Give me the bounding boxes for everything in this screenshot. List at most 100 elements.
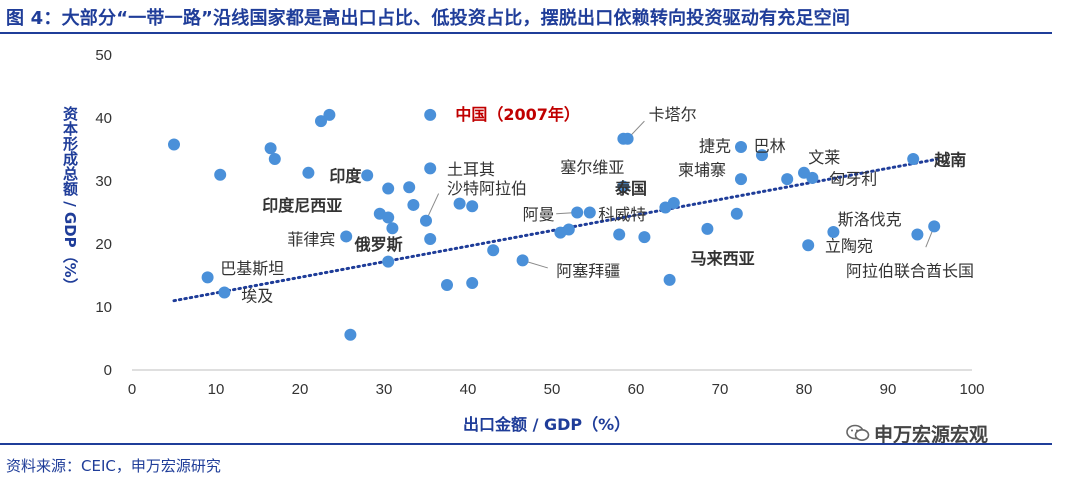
data-point xyxy=(827,226,840,239)
point-label: 柬埔寨 xyxy=(678,161,726,180)
point-label: 立陶宛 xyxy=(825,236,873,255)
data-point xyxy=(424,232,437,245)
point-label: 俄罗斯 xyxy=(354,235,403,254)
point-label: 泰国 xyxy=(614,179,647,198)
wechat-icon xyxy=(846,424,870,441)
x-tick-label: 100 xyxy=(959,381,984,398)
data-point xyxy=(562,223,575,236)
point-label: 菲律宾 xyxy=(287,230,335,249)
source-note: 资料来源：CEIC，申万宏源研究 xyxy=(6,457,221,475)
point-label: 文莱 xyxy=(808,148,840,167)
data-point xyxy=(638,231,651,244)
data-point xyxy=(781,173,794,186)
point-label: 匈牙利 xyxy=(829,169,877,188)
data-point xyxy=(667,197,680,210)
y-tick-label: 20 xyxy=(95,236,112,253)
point-label: 巴基斯坦 xyxy=(220,259,284,278)
point-label: 沙特阿拉伯 xyxy=(447,179,527,198)
y-tick-label: 30 xyxy=(95,173,112,190)
x-tick-label: 60 xyxy=(628,381,645,398)
data-point xyxy=(361,169,374,182)
data-point xyxy=(735,140,747,153)
footer-rule xyxy=(0,443,1052,445)
data-point xyxy=(730,207,743,220)
data-point xyxy=(382,182,395,195)
data-point xyxy=(382,255,395,268)
data-point xyxy=(201,271,214,284)
data-point xyxy=(424,108,437,121)
point-label: 印度 xyxy=(329,166,362,185)
data-point xyxy=(571,206,584,219)
data-point xyxy=(403,181,416,194)
data-point xyxy=(617,180,630,193)
y-tick-label: 10 xyxy=(95,299,112,316)
data-point xyxy=(441,278,453,291)
data-point xyxy=(701,222,714,235)
point-label: 土耳其 xyxy=(447,160,495,179)
point-label: 巴林 xyxy=(754,137,786,156)
y-tick-label: 40 xyxy=(95,110,112,127)
point-label: 科威特 xyxy=(598,205,646,224)
point-label: 斯洛伐克 xyxy=(838,210,902,229)
data-point xyxy=(424,162,437,175)
data-point xyxy=(487,244,500,257)
x-tick-label: 0 xyxy=(128,381,136,398)
data-point xyxy=(214,168,227,181)
data-point xyxy=(928,220,941,233)
data-point xyxy=(613,228,626,241)
data-point xyxy=(302,166,315,179)
data-point xyxy=(806,171,819,184)
point-label: 印度尼西亚 xyxy=(262,196,342,215)
data-point xyxy=(583,206,596,219)
data-point xyxy=(907,152,920,165)
x-tick-label: 30 xyxy=(376,381,393,398)
x-tick-label: 20 xyxy=(292,381,309,398)
watermark-text: 申万宏源宏观 xyxy=(874,424,989,446)
data-point xyxy=(407,198,420,211)
data-point xyxy=(802,239,815,252)
data-point xyxy=(218,286,231,299)
data-point xyxy=(264,142,277,155)
title-rule xyxy=(0,32,1052,34)
data-point xyxy=(453,197,466,210)
x-tick-label: 10 xyxy=(208,381,225,398)
data-point xyxy=(466,200,479,213)
data-point xyxy=(621,132,634,145)
data-point xyxy=(466,277,479,290)
data-point xyxy=(340,230,353,243)
point-label: 中国（2007年） xyxy=(455,105,580,124)
x-tick-label: 50 xyxy=(544,381,561,398)
data-point xyxy=(344,328,357,341)
data-point xyxy=(735,173,747,186)
data-point xyxy=(168,138,180,151)
data-point xyxy=(756,149,768,162)
point-label: 阿拉伯联合酋长国 xyxy=(846,261,974,280)
data-point xyxy=(386,222,399,235)
figure-title: 图 4：大部分“一带一路”沿线国家都是高出口占比、低投资占比，摆脱出口依赖转向投… xyxy=(6,8,851,29)
data-point xyxy=(516,254,529,267)
point-label: 埃及 xyxy=(241,287,273,306)
x-tick-label: 90 xyxy=(880,381,897,398)
data-point xyxy=(268,152,281,165)
x-tick-label: 70 xyxy=(712,381,729,398)
point-label: 马来西亚 xyxy=(691,249,755,268)
point-label: 阿曼 xyxy=(523,205,555,224)
data-point xyxy=(315,115,327,128)
y-tick-label: 0 xyxy=(104,362,112,379)
data-point xyxy=(911,228,924,241)
point-label: 越南 xyxy=(933,151,966,170)
point-label: 卡塔尔 xyxy=(649,105,697,124)
data-point xyxy=(663,273,676,286)
data-point xyxy=(323,108,336,121)
point-label: 捷克 xyxy=(699,137,731,156)
point-label: 阿塞拜疆 xyxy=(556,261,620,280)
point-label: 塞尔维亚 xyxy=(560,158,624,177)
data-point xyxy=(420,214,432,227)
x-axis-label: 出口金额 / GDP（%） xyxy=(463,415,631,434)
y-axis-label: 资本形成总额 / GDP（%） xyxy=(61,106,79,293)
x-tick-label: 40 xyxy=(460,381,477,398)
y-tick-label: 50 xyxy=(95,47,112,64)
x-tick-label: 80 xyxy=(796,381,813,398)
data-point xyxy=(382,211,395,224)
